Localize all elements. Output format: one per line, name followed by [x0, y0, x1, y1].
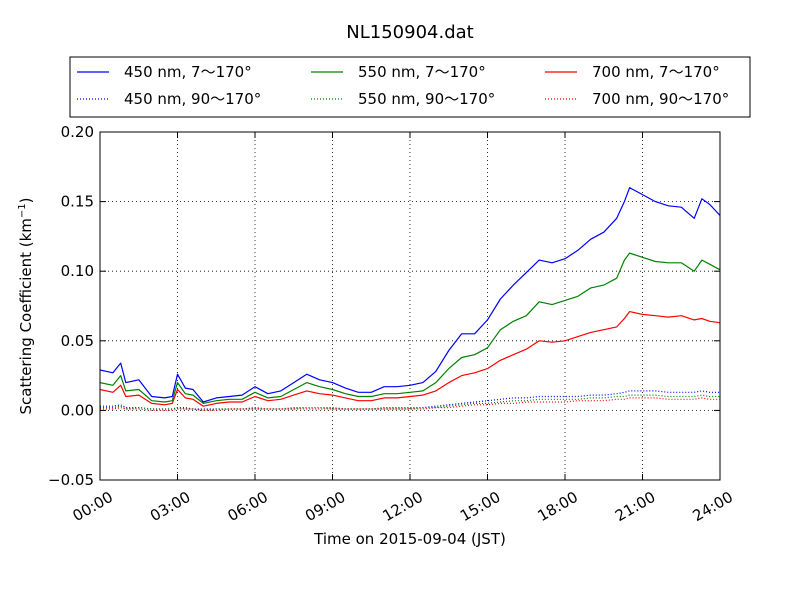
y-tick-label: 0.20 [61, 123, 94, 141]
y-tick-label: 0.10 [61, 262, 94, 280]
y-tick-label: 0.05 [61, 332, 94, 350]
y-tick-label: −0.05 [48, 471, 94, 489]
y-axis-label: Scattering Coefficient (km−1) [17, 197, 35, 414]
legend-box [69, 56, 751, 118]
legend-label: 550 nm, 90～170° [358, 90, 495, 108]
legend: 450 nm, 7～170° 450 nm, 90～170° 550 nm, 7～1… [69, 56, 751, 118]
series-line-0 [100, 187, 720, 403]
series-line-5 [100, 397, 720, 411]
chart-title: NL150904.dat [346, 22, 473, 43]
legend-label: 450 nm, 90～170° [124, 90, 261, 108]
series-layer [100, 187, 720, 411]
y-axis-label-text: Scattering Coefficient (km [17, 218, 35, 414]
grid [100, 132, 720, 480]
legend-items: 450 nm, 7～170° 450 nm, 90～170° 550 nm, 7～1… [77, 63, 729, 108]
y-axis-label-superscript: −1 [17, 203, 28, 218]
y-axis-label-close: ) [17, 197, 35, 203]
y-tick-label: 0.00 [61, 401, 94, 419]
x-axis-label: Time on 2015-09-04 (JST) [313, 530, 506, 548]
legend-label: 700 nm, 90～170° [592, 90, 729, 108]
series-line-4 [100, 311, 720, 407]
legend-label: 450 nm, 7～170° [124, 63, 252, 81]
series-line-2 [100, 252, 720, 404]
legend-label: 550 nm, 7～170° [358, 63, 486, 81]
legend-label: 700 nm, 7～170° [592, 63, 720, 81]
y-tick-label: 0.15 [61, 193, 94, 211]
